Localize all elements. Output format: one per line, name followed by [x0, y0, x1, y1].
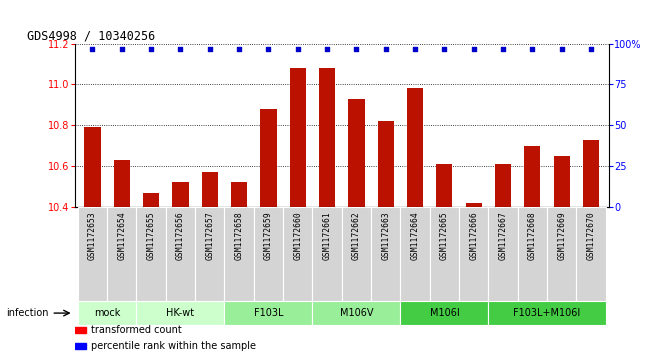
FancyBboxPatch shape [312, 207, 342, 301]
Point [292, 46, 303, 52]
Text: GSM1172662: GSM1172662 [352, 212, 361, 260]
Text: GSM1172663: GSM1172663 [381, 212, 390, 260]
Point [498, 46, 508, 52]
FancyBboxPatch shape [107, 207, 137, 301]
Text: transformed count: transformed count [91, 325, 182, 335]
Text: M106I: M106I [430, 308, 460, 318]
FancyBboxPatch shape [342, 207, 371, 301]
FancyBboxPatch shape [166, 207, 195, 301]
Bar [114, 160, 130, 207]
FancyBboxPatch shape [254, 207, 283, 301]
Text: infection: infection [7, 308, 49, 318]
Point [352, 46, 362, 52]
Text: F103L+M106I: F103L+M106I [514, 308, 581, 318]
Point [146, 46, 156, 52]
Point [234, 46, 244, 52]
Point [204, 46, 215, 52]
Point [557, 46, 567, 52]
Point [527, 46, 538, 52]
Text: GSM1172653: GSM1172653 [88, 212, 97, 260]
Bar [202, 172, 218, 207]
Point [322, 46, 332, 52]
FancyBboxPatch shape [137, 301, 225, 325]
Bar [260, 109, 277, 207]
Text: percentile rank within the sample: percentile rank within the sample [91, 341, 256, 351]
Point [381, 46, 391, 52]
Text: GSM1172666: GSM1172666 [469, 212, 478, 260]
FancyBboxPatch shape [137, 207, 166, 301]
Point [586, 46, 596, 52]
Bar [495, 164, 511, 207]
FancyBboxPatch shape [430, 207, 459, 301]
Bar [75, 327, 86, 333]
FancyBboxPatch shape [312, 301, 400, 325]
Point [263, 46, 273, 52]
Bar [231, 182, 247, 207]
Text: M106V: M106V [340, 308, 373, 318]
Bar [554, 156, 570, 207]
Text: HK-wt: HK-wt [167, 308, 195, 318]
Text: GSM1172659: GSM1172659 [264, 212, 273, 260]
Point [439, 46, 450, 52]
FancyBboxPatch shape [283, 207, 312, 301]
Text: GSM1172657: GSM1172657 [205, 212, 214, 260]
Text: GSM1172668: GSM1172668 [528, 212, 537, 260]
Bar [143, 193, 159, 207]
Point [117, 46, 127, 52]
Text: GSM1172658: GSM1172658 [234, 212, 243, 260]
Text: mock: mock [94, 308, 120, 318]
Bar [173, 182, 189, 207]
Text: GSM1172667: GSM1172667 [499, 212, 508, 260]
Bar [583, 139, 599, 207]
FancyBboxPatch shape [459, 207, 488, 301]
Text: GSM1172670: GSM1172670 [587, 212, 596, 260]
Text: GSM1172665: GSM1172665 [440, 212, 449, 260]
Text: GSM1172655: GSM1172655 [146, 212, 156, 260]
Text: GSM1172661: GSM1172661 [323, 212, 331, 260]
FancyBboxPatch shape [576, 207, 605, 301]
FancyBboxPatch shape [547, 207, 576, 301]
FancyBboxPatch shape [78, 301, 137, 325]
Bar [75, 343, 86, 349]
Text: GSM1172654: GSM1172654 [117, 212, 126, 260]
FancyBboxPatch shape [225, 301, 312, 325]
FancyBboxPatch shape [400, 207, 430, 301]
Bar [465, 203, 482, 207]
FancyBboxPatch shape [488, 207, 518, 301]
FancyBboxPatch shape [371, 207, 400, 301]
Text: GSM1172656: GSM1172656 [176, 212, 185, 260]
Bar [378, 121, 394, 207]
Point [87, 46, 98, 52]
Point [410, 46, 421, 52]
Bar [436, 164, 452, 207]
Point [469, 46, 479, 52]
Bar [348, 99, 365, 207]
FancyBboxPatch shape [78, 207, 107, 301]
Text: F103L: F103L [254, 308, 283, 318]
Point [175, 46, 186, 52]
FancyBboxPatch shape [488, 301, 605, 325]
Text: GDS4998 / 10340256: GDS4998 / 10340256 [27, 29, 155, 42]
Text: GSM1172664: GSM1172664 [411, 212, 420, 260]
FancyBboxPatch shape [225, 207, 254, 301]
Bar [85, 127, 100, 207]
FancyBboxPatch shape [518, 207, 547, 301]
Text: GSM1172660: GSM1172660 [294, 212, 302, 260]
FancyBboxPatch shape [195, 207, 225, 301]
Bar [319, 68, 335, 207]
FancyBboxPatch shape [400, 301, 488, 325]
Bar [524, 146, 540, 207]
Bar [407, 89, 423, 207]
Bar [290, 68, 306, 207]
Text: GSM1172669: GSM1172669 [557, 212, 566, 260]
